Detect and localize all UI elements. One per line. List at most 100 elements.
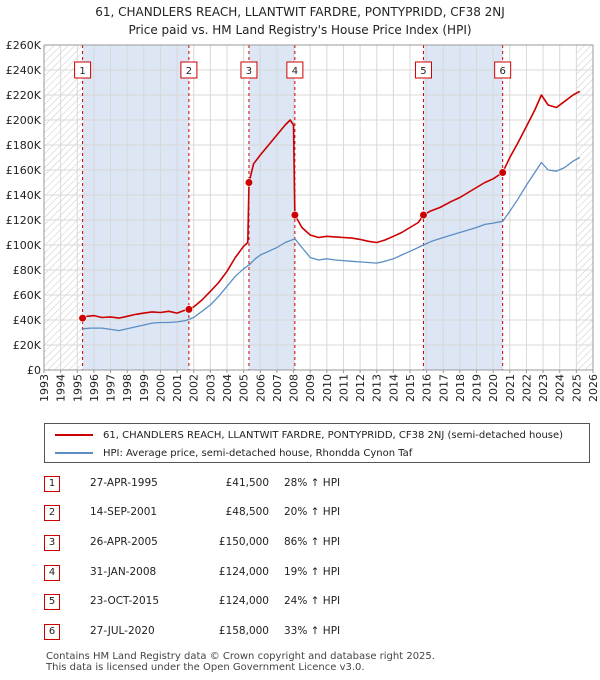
x-tick-label: 1997 — [105, 374, 118, 402]
x-tick-label: 2004 — [221, 374, 234, 402]
sale-label-box — [74, 61, 92, 79]
y-tick-label: £0 — [27, 364, 41, 377]
legend-hpi-label: HPI: Average price, semi-detached house,… — [103, 447, 413, 459]
sale-label-box — [180, 61, 198, 79]
x-tick-label: 2011 — [337, 374, 350, 402]
footer-line-1: Contains HM Land Registry data © Crown c… — [46, 651, 435, 662]
hatched-region — [576, 45, 593, 370]
x-tick-label: 2021 — [504, 374, 517, 402]
sale-label-text: 2 — [186, 66, 192, 77]
ownership-shaded-region — [423, 45, 503, 370]
x-tick-label: 2012 — [354, 374, 367, 402]
x-tick-label: 1998 — [121, 374, 134, 402]
sale-price: £48,500 — [225, 506, 269, 518]
sale-number-badge: 6 — [44, 624, 60, 640]
chart-title: 61, CHANDLERS REACH, LLANTWIT FARDRE, PO… — [0, 3, 600, 39]
title-line-1: 61, CHANDLERS REACH, LLANTWIT FARDRE, PO… — [95, 5, 505, 19]
sale-number-badge: 5 — [44, 594, 60, 610]
sale-row-1: 1 27-APR-1995 £41,500 28% ↑ HPI — [44, 474, 384, 496]
sale-price: £158,000 — [218, 625, 269, 637]
sale-row-4: 4 31-JAN-2008 £124,000 19% ↑ HPI — [44, 563, 384, 585]
sale-row-5: 5 23-OCT-2015 £124,000 24% ↑ HPI — [44, 592, 384, 614]
x-tick-label: 2003 — [204, 374, 217, 402]
sale-date: 27-JUL-2020 — [90, 625, 155, 637]
x-tick-label: 1999 — [138, 374, 151, 402]
y-tick-label: £200K — [6, 114, 42, 127]
sale-label-box — [414, 61, 432, 79]
hpi-line — [82, 156, 581, 332]
x-tick-label: 2020 — [487, 374, 500, 402]
sale-point — [244, 178, 254, 187]
x-tick-label: 2022 — [520, 374, 533, 402]
sale-label-box — [494, 61, 512, 79]
sale-label-text: 4 — [292, 66, 298, 77]
legend-hpi-swatch — [55, 452, 93, 454]
x-tick-label: 2009 — [304, 374, 317, 402]
y-tick-label: £260K — [6, 39, 42, 52]
sale-date: 26-APR-2005 — [90, 536, 158, 548]
sale-date: 31-JAN-2008 — [90, 566, 157, 578]
x-tick-label: 2025 — [570, 374, 583, 402]
y-tick-label: £180K — [6, 139, 42, 152]
x-tick-label: 1996 — [88, 374, 101, 402]
x-tick-label: 2007 — [271, 374, 284, 402]
sale-date: 14-SEP-2001 — [90, 506, 158, 518]
footer-line-2: This data is licensed under the Open Gov… — [46, 662, 365, 673]
x-tick-label: 2017 — [437, 374, 450, 402]
y-tick-label: £160K — [6, 164, 42, 177]
sale-price: £150,000 — [218, 536, 269, 548]
sale-row-3: 3 26-APR-2005 £150,000 86% ↑ HPI — [44, 533, 384, 555]
x-tick-label: 2024 — [554, 374, 567, 402]
sale-date: 27-APR-1995 — [90, 477, 158, 489]
x-tick-label: 2023 — [537, 374, 550, 402]
ownership-shaded-region — [248, 45, 295, 370]
legend-property-label: 61, CHANDLERS REACH, LLANTWIT FARDRE, PO… — [103, 429, 564, 441]
sale-number-badge: 4 — [44, 565, 60, 581]
x-tick-label: 2015 — [404, 374, 417, 402]
x-tick-label: 2013 — [371, 374, 384, 402]
x-tick-label: 2008 — [288, 374, 301, 402]
title-line-2: Price paid vs. HM Land Registry's House … — [128, 23, 472, 37]
sale-price: £41,500 — [225, 477, 269, 489]
sale-label-text: 3 — [246, 66, 252, 77]
x-tick-label: 1995 — [71, 374, 84, 402]
sale-label-box — [286, 61, 304, 79]
legend-property-swatch — [55, 434, 93, 436]
sale-hpi-change: 28% ↑ HPI — [284, 477, 341, 489]
y-tick-label: £100K — [6, 239, 42, 252]
price-chart: 1 2 3 4 5 6 £0 £20K £40K £60K £80K £100K £120K £140K… — [6, 39, 600, 402]
y-tick-label: £40K — [13, 314, 42, 327]
x-tick-label: 2002 — [188, 374, 201, 402]
plot-frame — [43, 44, 594, 371]
x-tick-label: 2014 — [387, 374, 400, 402]
sale-row-2: 2 14-SEP-2001 £48,500 20% ↑ HPI — [44, 503, 384, 525]
footer-note: Contains HM Land Registry data © Crown c… — [46, 651, 435, 673]
sale-date: 23-OCT-2015 — [90, 595, 159, 607]
x-tick-label: 2018 — [454, 374, 467, 402]
sale-label-text: 6 — [499, 66, 505, 77]
y-tick-label: £240K — [6, 64, 42, 77]
legend-item-hpi: HPI: Average price, semi-detached house,… — [55, 445, 412, 461]
legend-item-property: 61, CHANDLERS REACH, LLANTWIT FARDRE, PO… — [55, 427, 563, 443]
y-tick-label: £140K — [6, 189, 42, 202]
x-tick-label: 1993 — [38, 374, 51, 402]
y-tick-label: £20K — [13, 339, 42, 352]
y-tick-label: £80K — [13, 264, 42, 277]
y-tick-label: £120K — [6, 214, 42, 227]
x-tick-label: 2001 — [171, 374, 184, 402]
sale-hpi-change: 33% ↑ HPI — [284, 625, 341, 637]
sale-price: £124,000 — [218, 566, 269, 578]
chart-legend: 61, CHANDLERS REACH, LLANTWIT FARDRE, PO… — [44, 423, 590, 463]
sale-row-6: 6 27-JUL-2020 £158,000 33% ↑ HPI — [44, 622, 384, 644]
sale-number-badge: 1 — [44, 476, 60, 492]
x-tick-label: 2005 — [238, 374, 251, 402]
sale-price: £124,000 — [218, 595, 269, 607]
y-tick-label: £60K — [13, 289, 42, 302]
sale-hpi-change: 19% ↑ HPI — [284, 566, 341, 578]
sale-point — [184, 305, 194, 314]
sale-hpi-change: 24% ↑ HPI — [284, 595, 341, 607]
sale-hpi-change: 86% ↑ HPI — [284, 536, 341, 548]
sale-number-badge: 3 — [44, 535, 60, 551]
property-price-line — [82, 90, 581, 319]
sale-point — [290, 210, 299, 220]
